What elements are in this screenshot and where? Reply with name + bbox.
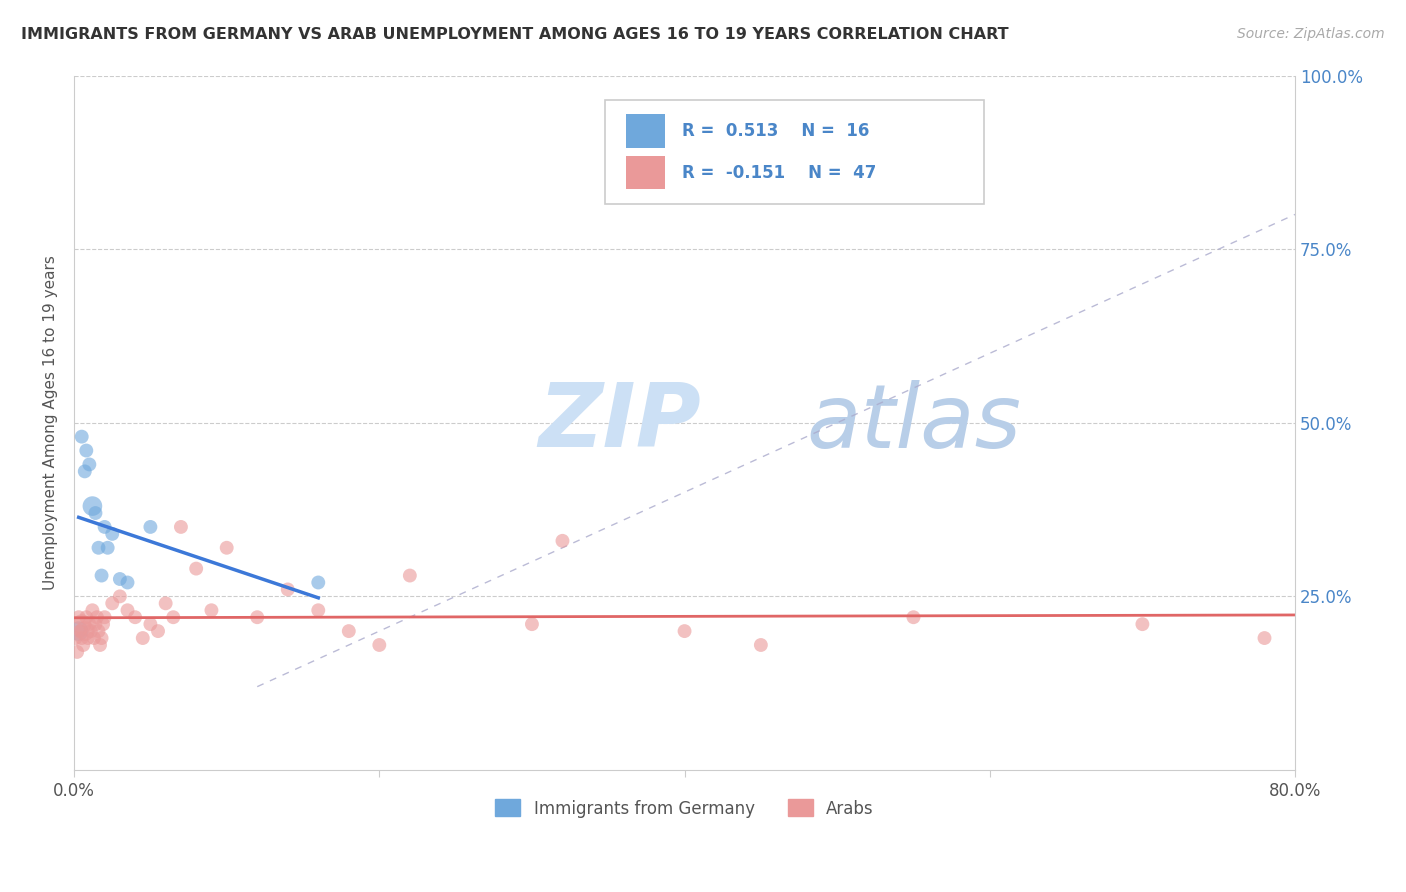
Point xyxy=(368,638,391,652)
Point xyxy=(108,572,131,586)
Point xyxy=(84,617,107,632)
Point xyxy=(246,610,269,624)
Point xyxy=(70,430,93,444)
Text: R =  0.513    N =  16: R = 0.513 N = 16 xyxy=(682,122,869,140)
Point xyxy=(101,596,124,610)
Text: ZIP: ZIP xyxy=(538,379,700,467)
Point xyxy=(89,638,111,652)
Point xyxy=(84,506,107,520)
Point xyxy=(277,582,299,597)
Point xyxy=(117,575,139,590)
Point xyxy=(162,610,184,624)
Point xyxy=(87,541,110,555)
Point xyxy=(82,603,104,617)
Point xyxy=(73,624,96,639)
Point xyxy=(673,624,696,639)
Point xyxy=(139,617,162,632)
Point xyxy=(108,590,131,604)
Point xyxy=(186,561,208,575)
Point xyxy=(101,527,124,541)
Point xyxy=(749,638,772,652)
Point xyxy=(117,603,139,617)
Point xyxy=(398,568,420,582)
Point xyxy=(79,458,101,472)
Point xyxy=(69,624,91,639)
Point xyxy=(66,645,89,659)
Point xyxy=(307,575,329,590)
Point xyxy=(520,617,543,632)
Point xyxy=(79,617,101,632)
Point xyxy=(87,624,110,639)
Point xyxy=(75,610,97,624)
Point xyxy=(1132,617,1154,632)
Point xyxy=(65,631,87,645)
Point xyxy=(155,596,177,610)
Point xyxy=(170,520,193,534)
Point xyxy=(97,541,120,555)
Point xyxy=(90,568,112,582)
Point xyxy=(90,631,112,645)
Text: atlas: atlas xyxy=(807,380,1022,466)
Point xyxy=(146,624,169,639)
Point xyxy=(337,624,360,639)
FancyBboxPatch shape xyxy=(605,100,984,204)
Point xyxy=(139,520,162,534)
Point xyxy=(82,499,104,513)
Point xyxy=(70,631,93,645)
Point xyxy=(91,617,114,632)
Point xyxy=(83,631,105,645)
Bar xyxy=(626,114,665,148)
Point xyxy=(307,603,329,617)
Point xyxy=(76,631,98,645)
Bar xyxy=(626,156,665,189)
Point xyxy=(132,631,155,645)
Point xyxy=(75,443,97,458)
Legend: Immigrants from Germany, Arabs: Immigrants from Germany, Arabs xyxy=(488,793,880,824)
Text: R =  -0.151    N =  47: R = -0.151 N = 47 xyxy=(682,164,876,182)
Point xyxy=(93,520,115,534)
Text: Source: ZipAtlas.com: Source: ZipAtlas.com xyxy=(1237,27,1385,41)
Point xyxy=(93,610,115,624)
Point xyxy=(200,603,222,617)
Point xyxy=(67,624,90,639)
Y-axis label: Unemployment Among Ages 16 to 19 years: Unemployment Among Ages 16 to 19 years xyxy=(44,255,58,591)
Point xyxy=(67,610,90,624)
Point xyxy=(903,610,925,624)
Point xyxy=(86,610,108,624)
Point xyxy=(73,464,96,478)
Point xyxy=(551,533,574,548)
Point xyxy=(215,541,238,555)
Point xyxy=(72,638,94,652)
Point xyxy=(80,624,103,639)
Point xyxy=(1253,631,1275,645)
Point xyxy=(70,617,93,632)
Text: IMMIGRANTS FROM GERMANY VS ARAB UNEMPLOYMENT AMONG AGES 16 TO 19 YEARS CORRELATI: IMMIGRANTS FROM GERMANY VS ARAB UNEMPLOY… xyxy=(21,27,1008,42)
Point xyxy=(124,610,146,624)
